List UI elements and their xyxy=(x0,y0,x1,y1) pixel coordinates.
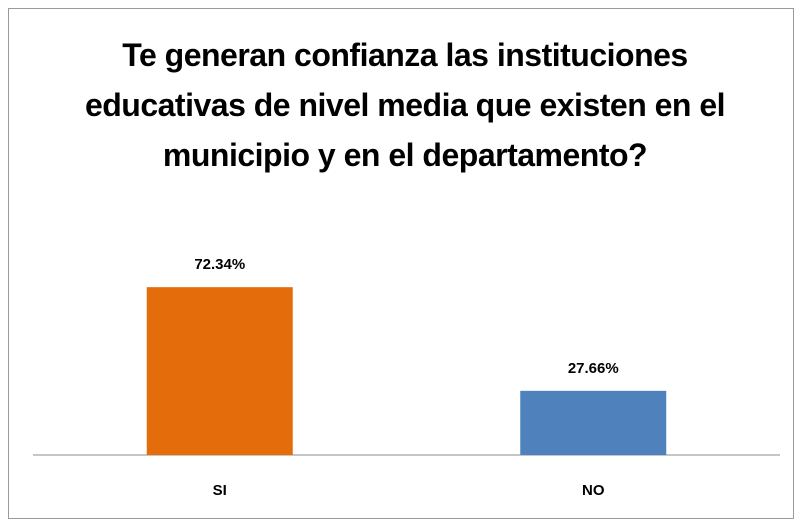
chart-title: Te generan confianza las instituciones e… xyxy=(84,37,726,173)
bar xyxy=(146,287,293,455)
value-label: 27.66% xyxy=(568,360,619,377)
chart-frame xyxy=(8,8,794,519)
x-tick-label: SI xyxy=(213,482,227,499)
x-tick-label: NO xyxy=(582,482,605,499)
value-label: 72.34% xyxy=(194,256,245,273)
bar xyxy=(520,390,667,455)
